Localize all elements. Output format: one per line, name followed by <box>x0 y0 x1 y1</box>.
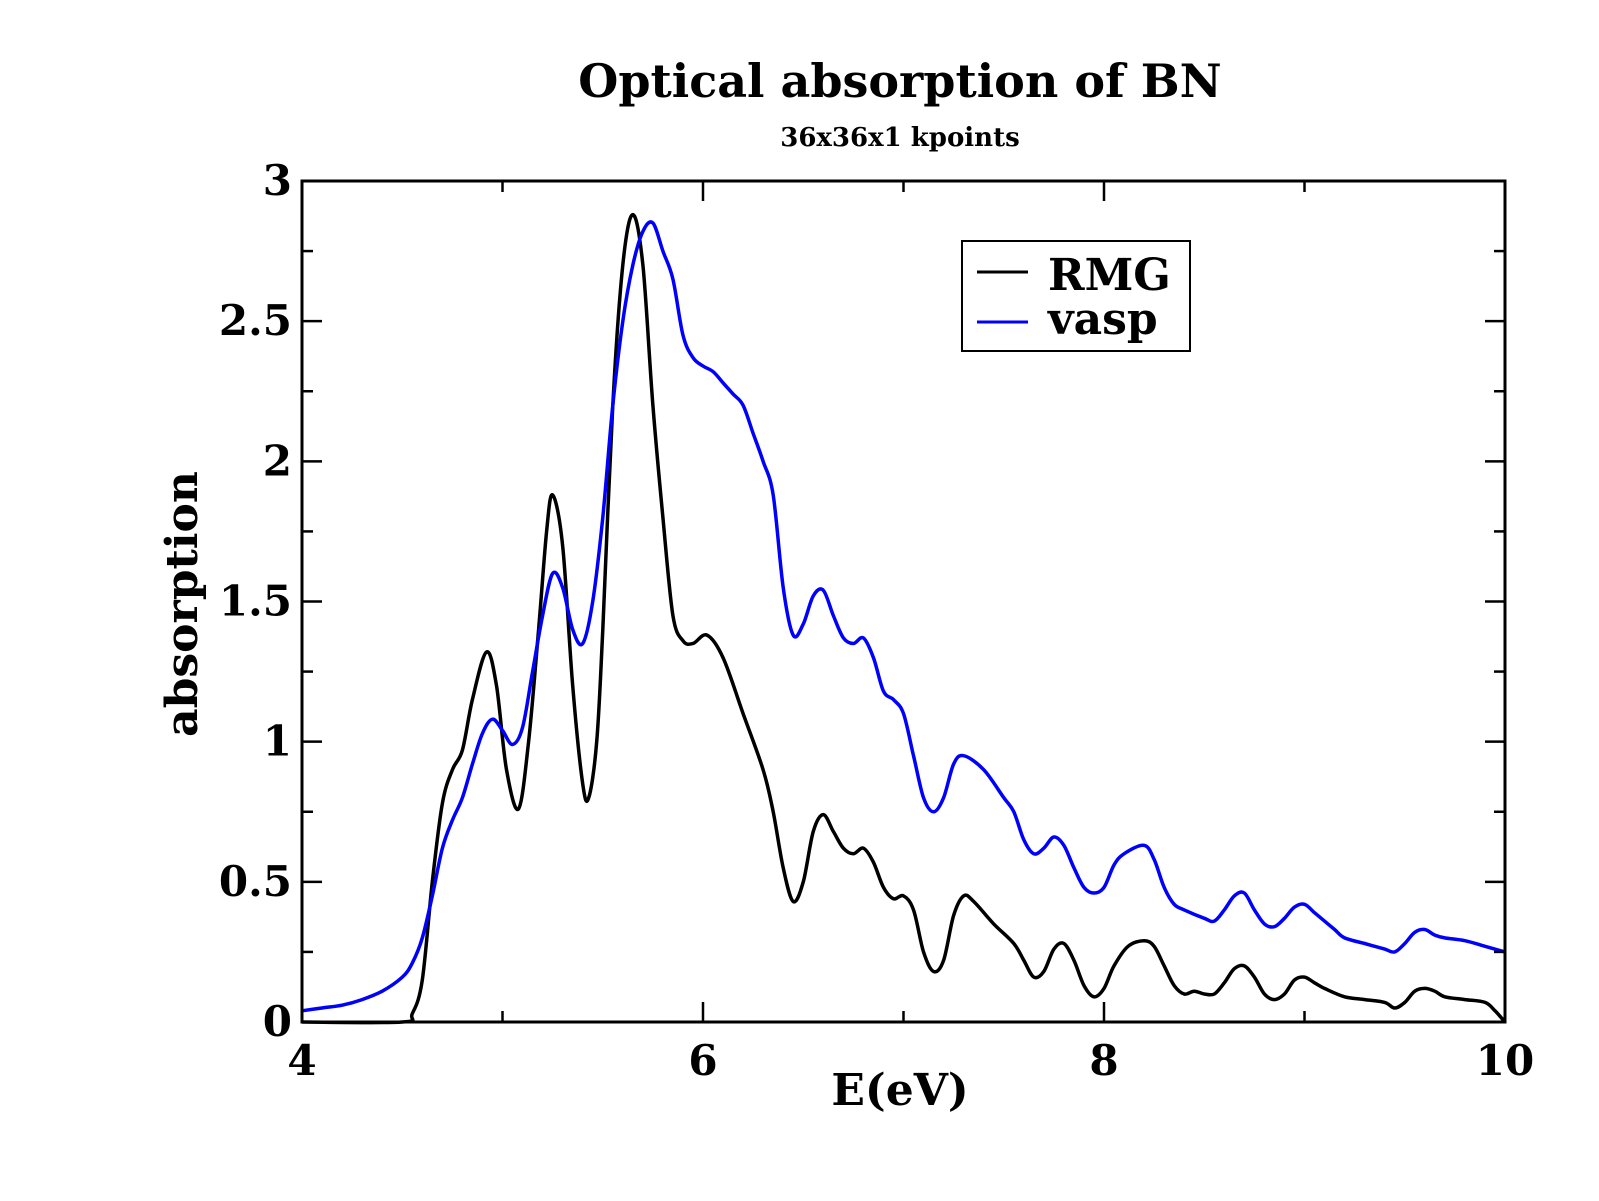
x-tick-label: 10 <box>1476 1036 1534 1085</box>
y-tick-label: 3 <box>263 156 292 205</box>
y-tick-label: 0.5 <box>219 857 292 906</box>
x-axis-label: E(eV) <box>831 1065 968 1116</box>
chart-title: Optical absorption of BN <box>578 54 1221 108</box>
chart-subtitle: 36x36x1 kpoints <box>780 123 1019 153</box>
x-tick-label: 6 <box>688 1036 717 1085</box>
series-line-rmg <box>301 212 1507 1025</box>
y-tick-label: 2.5 <box>219 296 292 345</box>
series-line-vasp <box>301 220 1506 1013</box>
y-axis-label: absorption <box>157 471 208 737</box>
y-tick-label: 1 <box>263 717 292 766</box>
y-tick-label: 1.5 <box>219 577 292 626</box>
x-tick-label: 8 <box>1089 1036 1118 1085</box>
axes-layer: 4 6 8 10 0 0.5 1 1.5 2 2.5 3 <box>219 156 1534 1085</box>
legend-box <box>961 240 1191 352</box>
y-tick-label: 2 <box>263 436 292 485</box>
legend-label-vasp: vasp <box>1047 294 1158 345</box>
y-tick-label: 0 <box>263 997 292 1046</box>
legend: RMG vasp <box>961 240 1191 352</box>
x-tick-label: 4 <box>287 1036 316 1085</box>
legend-label-rmg: RMG <box>1048 250 1171 301</box>
series-layer <box>301 212 1507 1025</box>
